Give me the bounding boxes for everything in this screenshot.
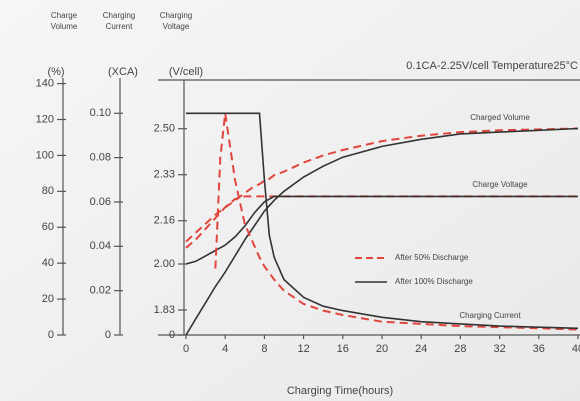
axis-title: Charging <box>160 11 192 20</box>
y-tick-label: 140 <box>36 77 54 89</box>
y2-tick-label: 0.10 <box>90 107 111 119</box>
x-tick-label: 0 <box>183 343 189 355</box>
y3-tick-label: 1.83 <box>154 304 175 316</box>
y3-tick-label: 2.50 <box>154 123 175 135</box>
x-tick-label: 8 <box>261 343 267 355</box>
data-line <box>185 127 579 336</box>
curve-label: Charge Voltage <box>472 180 528 189</box>
y3-tick-label: 2.33 <box>154 169 175 181</box>
axis-title: Current <box>106 22 133 31</box>
axis-title: Charging <box>103 11 135 20</box>
x-tick-label: 32 <box>493 343 505 355</box>
y-tick-label: 0 <box>48 329 54 341</box>
x-tick-label: 20 <box>376 343 388 355</box>
x-tick-label: 28 <box>454 343 466 355</box>
y-tick-label: 100 <box>36 149 54 161</box>
x-tick-label: 24 <box>415 343 427 355</box>
x-tick-label: 40 <box>572 343 580 355</box>
data-line <box>186 112 579 330</box>
chart-title: 0.1CA-2.25V/cell Temperature25°C <box>406 60 578 72</box>
legend-label: After 50% Discharge <box>395 253 469 262</box>
y2-tick-label: 0 <box>105 329 111 341</box>
axis-unit: (%) <box>47 66 64 78</box>
data-line <box>214 113 579 331</box>
curve-label: Charging Current <box>459 311 521 320</box>
y3-tick-label: 2.16 <box>154 215 175 227</box>
axis-unit: (V/cell) <box>169 66 203 78</box>
y2-tick-label: 0.04 <box>90 240 111 252</box>
axis-title: Volume <box>51 22 78 31</box>
curve-label: Charged Volume <box>470 113 530 122</box>
axis-unit: (XCA) <box>108 66 138 78</box>
x-tick-label: 36 <box>533 343 545 355</box>
x-tick-label: 16 <box>337 343 349 355</box>
axis-title: Voltage <box>163 22 190 31</box>
y2-tick-label: 0.08 <box>90 152 111 164</box>
y-tick-label: 20 <box>42 293 54 305</box>
legend-label: After 100% Discharge <box>395 277 473 286</box>
y-tick-label: 60 <box>42 221 54 233</box>
y-tick-label: 120 <box>36 113 54 125</box>
axis-title: Charge <box>51 11 78 20</box>
y-tick-label: 80 <box>42 185 54 197</box>
y-tick-label: 40 <box>42 257 54 269</box>
y2-tick-label: 0.06 <box>90 196 111 208</box>
y2-tick-label: 0.02 <box>90 285 111 297</box>
y3-tick-label: 0 <box>169 329 175 341</box>
x-tick-label: 4 <box>222 343 228 355</box>
y3-tick-label: 2.00 <box>154 258 175 270</box>
x-tick-label: 12 <box>297 343 309 355</box>
data-line <box>185 195 578 265</box>
x-axis-label: Charging Time(hours) <box>287 385 393 397</box>
